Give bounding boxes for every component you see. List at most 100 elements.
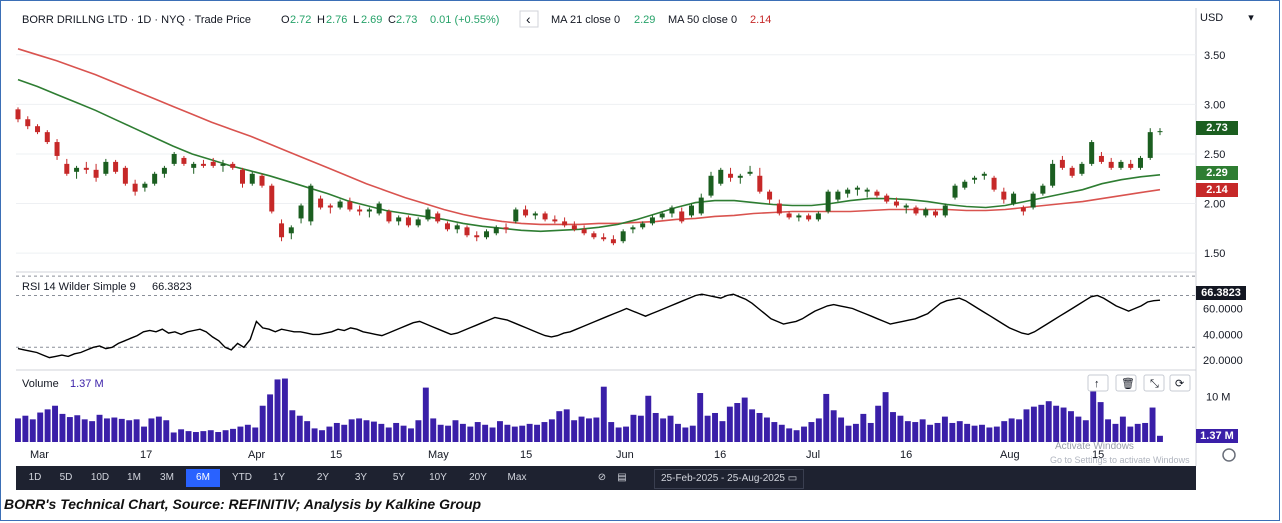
candle-body [464, 227, 470, 236]
volume-bar [192, 432, 199, 442]
candle-body [962, 181, 968, 188]
timeframe-button-ytd[interactable]: YTD [232, 472, 252, 483]
volume-bar [393, 422, 400, 442]
volume-bar [1075, 416, 1082, 442]
time-axis-label: Jun [616, 449, 634, 461]
volume-bar [430, 418, 437, 442]
volume-bar [155, 416, 162, 442]
timeframe-button-1m[interactable]: 1M [127, 472, 141, 483]
timeframe-button-5y[interactable]: 5Y [392, 472, 406, 483]
volume-bar [519, 425, 526, 442]
volume-bar [563, 409, 570, 442]
candle-body [113, 161, 119, 172]
candle-body [1128, 163, 1134, 168]
time-axis-label: May [428, 449, 449, 461]
move-up-button[interactable] [1087, 374, 1109, 392]
timeframe-button-10y[interactable]: 10Y [429, 472, 447, 483]
timeframe-button-2y[interactable]: 2Y [316, 472, 330, 483]
timeframe-button-20y[interactable]: 20Y [469, 472, 487, 483]
candle-body [386, 211, 392, 222]
volume-bar [674, 423, 681, 442]
calendar-grid-icon[interactable]: ▤ [617, 472, 627, 483]
candle-body [405, 217, 411, 226]
timeframe-button-3m[interactable]: 3M [160, 472, 174, 483]
volume-bar [534, 424, 541, 442]
candle-body [610, 239, 616, 244]
timeframe-button-3y[interactable]: 3Y [354, 472, 368, 483]
timeframe-button-1d[interactable]: 1D [28, 472, 42, 483]
candle-body [513, 209, 519, 222]
figure-caption: BORR's Technical Chart, Source: REFINITI… [4, 496, 482, 512]
volume-bar [289, 410, 296, 442]
volume-bar [1068, 411, 1074, 442]
candle-body [757, 175, 763, 192]
volume-bar [882, 392, 889, 442]
rsi-value: 66.3823 [152, 281, 192, 293]
candle-body [747, 171, 753, 174]
rsi-layer [16, 275, 1196, 359]
candle-body [337, 201, 343, 208]
volume-bar [556, 411, 563, 442]
candle-body [308, 185, 314, 222]
candle-body [601, 237, 607, 240]
timeframe-button-10d[interactable]: 10D [90, 472, 110, 483]
candle-body [454, 225, 460, 230]
candle-body [1137, 157, 1143, 168]
time-axis-label: 15 [520, 449, 532, 461]
low-value: 2.69 [361, 14, 382, 26]
candle-body [923, 209, 929, 216]
volume-bar [29, 419, 36, 442]
candle-body [298, 205, 304, 219]
candle-body [122, 167, 128, 184]
candle-body [239, 169, 245, 184]
volume-bar [860, 413, 867, 442]
volume-bar [215, 432, 222, 442]
timeframe-button-max[interactable]: Max [507, 472, 527, 483]
currency-selector[interactable]: USD ▾ [1200, 11, 1254, 24]
candle-body [581, 229, 587, 234]
candle-body [35, 126, 41, 133]
candle-body [854, 187, 860, 190]
legend-collapse-button[interactable] [519, 10, 539, 28]
candle-body [269, 185, 275, 212]
timeframe-button-5d[interactable]: 5D [59, 472, 73, 483]
volume-bar [541, 422, 548, 442]
timeframe-button-1y[interactable]: 1Y [272, 472, 286, 483]
volume-bar [148, 418, 155, 442]
open-label: O [281, 14, 290, 26]
compare-icon[interactable]: ⊘ [597, 472, 607, 483]
timeframe-button-6m[interactable]: 6M [186, 469, 220, 487]
volume-bar [326, 426, 333, 442]
time-axis-label: 15 [330, 449, 342, 461]
delete-pane-button[interactable] [1115, 374, 1137, 392]
candle-body [796, 215, 802, 218]
volume-bar [1097, 402, 1104, 442]
volume-bar [637, 415, 644, 442]
volume-bar [1082, 420, 1089, 442]
volume-bar [749, 409, 756, 442]
volume-bar [178, 429, 185, 442]
volume-bar [756, 412, 763, 442]
candle-body [415, 219, 421, 226]
date-range-selector[interactable]: 25-Feb-2025 - 25-Aug-2025 ▭ [654, 469, 805, 489]
candle-body [1040, 185, 1046, 194]
candle-body [493, 227, 499, 234]
maximize-pane-button[interactable] [1169, 374, 1191, 392]
volume-bar [793, 430, 800, 442]
volume-bar [96, 414, 103, 442]
volume-bar [385, 427, 392, 442]
price-grid [16, 54, 1196, 254]
collapse-pane-button[interactable] [1143, 374, 1165, 392]
watermark-title: Activate Windows [1055, 441, 1134, 452]
settings-gear-icon[interactable] [1222, 448, 1236, 462]
trash-icon: 🗑 [1121, 377, 1135, 390]
candle-body [776, 203, 782, 214]
volume-bar [200, 431, 207, 442]
candle-body [903, 205, 909, 208]
volume-bar [763, 417, 770, 442]
candle-body [845, 189, 851, 194]
candle-body [806, 215, 812, 220]
symbol-label: BORR DRILLNG LTD · 1D · NYQ · Trade Pric… [22, 14, 251, 26]
volume-bar [415, 420, 422, 442]
volume-bar [667, 415, 674, 442]
